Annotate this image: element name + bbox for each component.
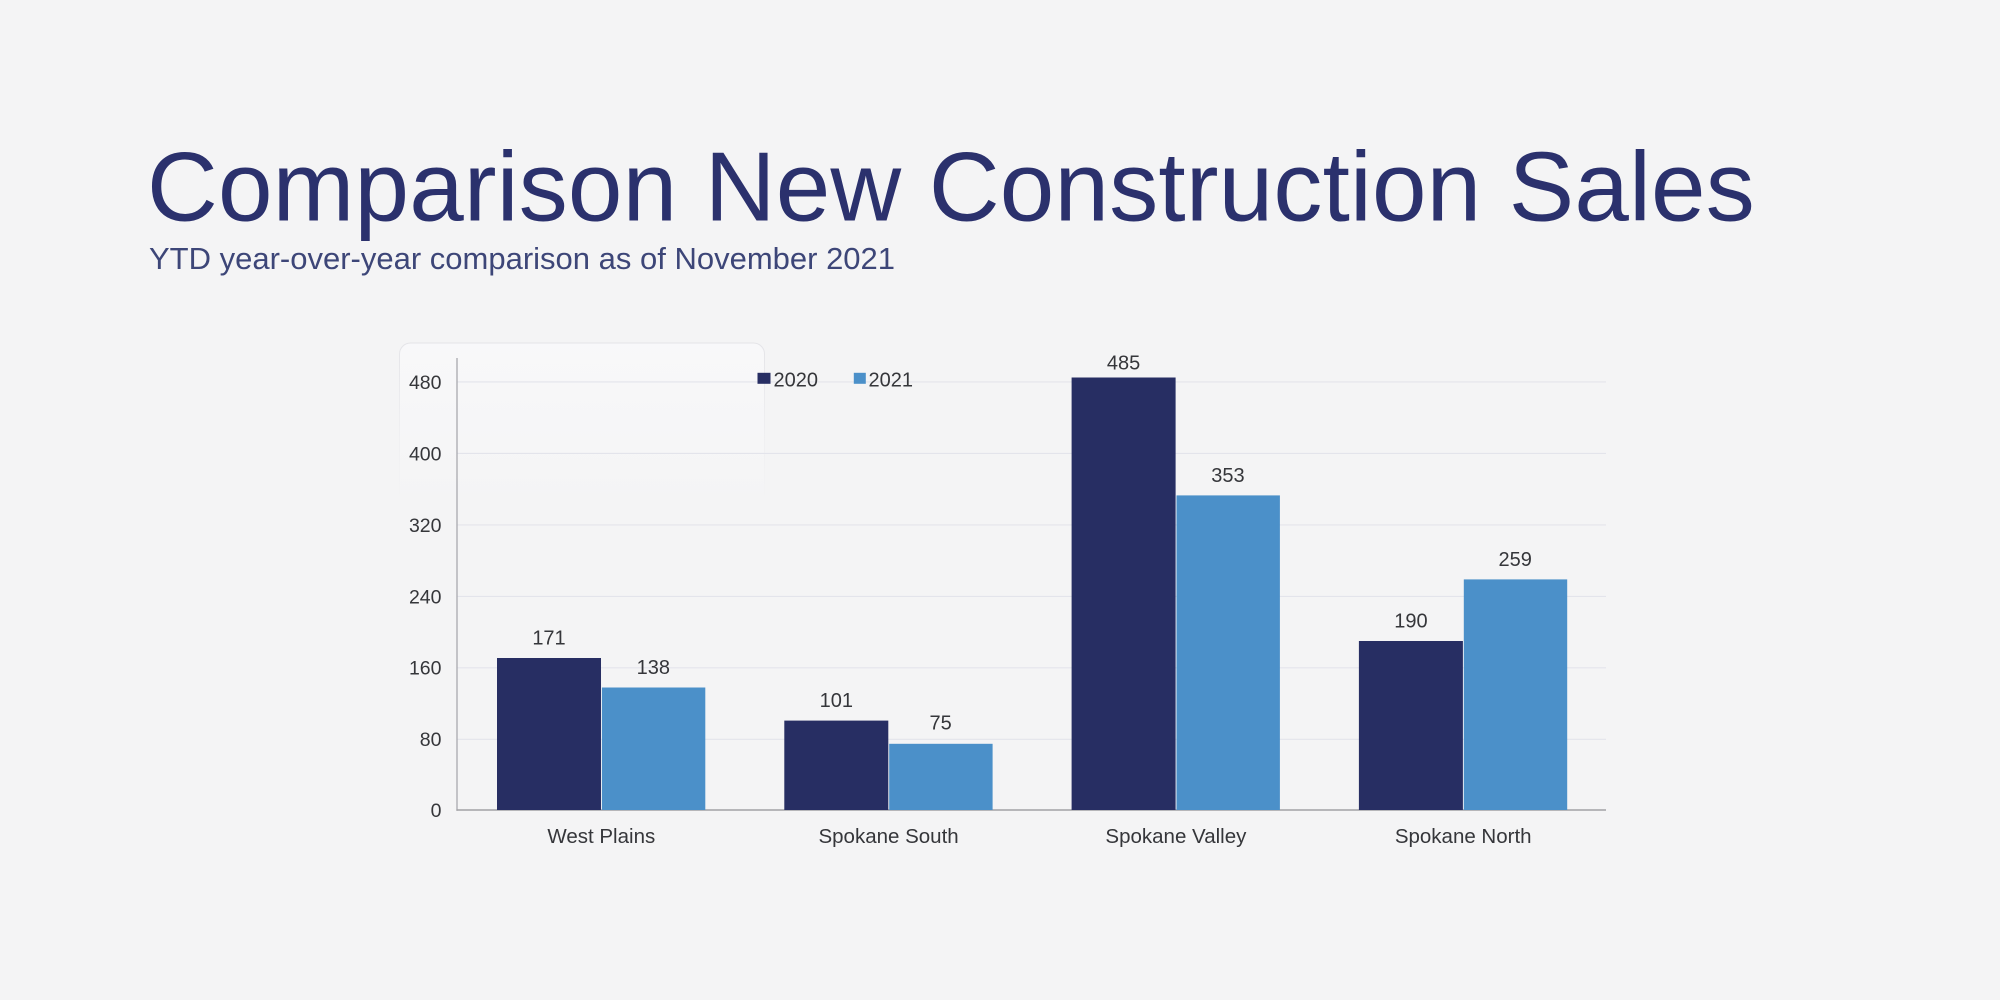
- svg-text:2021: 2021: [869, 370, 914, 392]
- svg-text:160: 160: [409, 658, 442, 680]
- svg-text:138: 138: [637, 657, 670, 679]
- svg-text:Spokane North: Spokane North: [1395, 825, 1532, 848]
- svg-text:Spokane Valley: Spokane Valley: [1105, 825, 1247, 848]
- svg-text:West Plains: West Plains: [547, 825, 655, 848]
- svg-text:400: 400: [409, 443, 442, 465]
- svg-text:Spokane South: Spokane South: [818, 825, 958, 848]
- svg-text:75: 75: [929, 713, 951, 735]
- svg-text:Comparison New Construction Sa: Comparison New Construction Sales: [147, 132, 1755, 242]
- svg-text:YTD year-over-year comparison: YTD year-over-year comparison as of Nove…: [149, 241, 895, 276]
- svg-text:2020: 2020: [774, 370, 819, 392]
- svg-text:190: 190: [1394, 611, 1427, 633]
- svg-text:0: 0: [431, 800, 442, 822]
- svg-text:353: 353: [1211, 465, 1244, 487]
- svg-text:240: 240: [409, 586, 442, 608]
- svg-text:80: 80: [420, 729, 442, 751]
- svg-text:101: 101: [820, 690, 853, 712]
- svg-text:171: 171: [532, 628, 565, 650]
- svg-text:485: 485: [1107, 353, 1140, 375]
- svg-text:259: 259: [1499, 549, 1532, 571]
- svg-text:320: 320: [409, 515, 442, 537]
- svg-text:480: 480: [409, 372, 442, 394]
